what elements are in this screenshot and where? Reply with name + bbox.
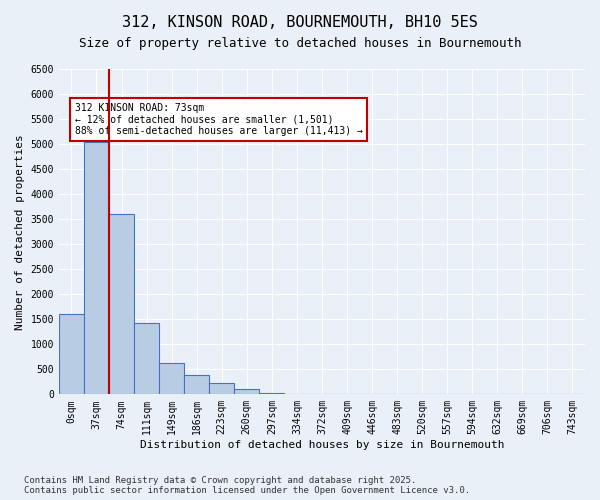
Y-axis label: Number of detached properties: Number of detached properties [15, 134, 25, 330]
Bar [134, 323, 159, 394]
Text: Size of property relative to detached houses in Bournemouth: Size of property relative to detached ho… [79, 38, 521, 51]
Text: Contains HM Land Registry data © Crown copyright and database right 2025.
Contai: Contains HM Land Registry data © Crown c… [24, 476, 470, 495]
Bar [159, 364, 184, 394]
Bar [109, 214, 134, 394]
Text: 312, KINSON ROAD, BOURNEMOUTH, BH10 5ES: 312, KINSON ROAD, BOURNEMOUTH, BH10 5ES [122, 15, 478, 30]
Bar [234, 389, 259, 394]
Bar [59, 314, 84, 394]
Bar [184, 376, 209, 394]
Text: 312 KINSON ROAD: 73sqm
← 12% of detached houses are smaller (1,501)
88% of semi-: 312 KINSON ROAD: 73sqm ← 12% of detached… [74, 103, 362, 136]
X-axis label: Distribution of detached houses by size in Bournemouth: Distribution of detached houses by size … [140, 440, 504, 450]
Bar [209, 383, 234, 394]
Bar [84, 142, 109, 394]
